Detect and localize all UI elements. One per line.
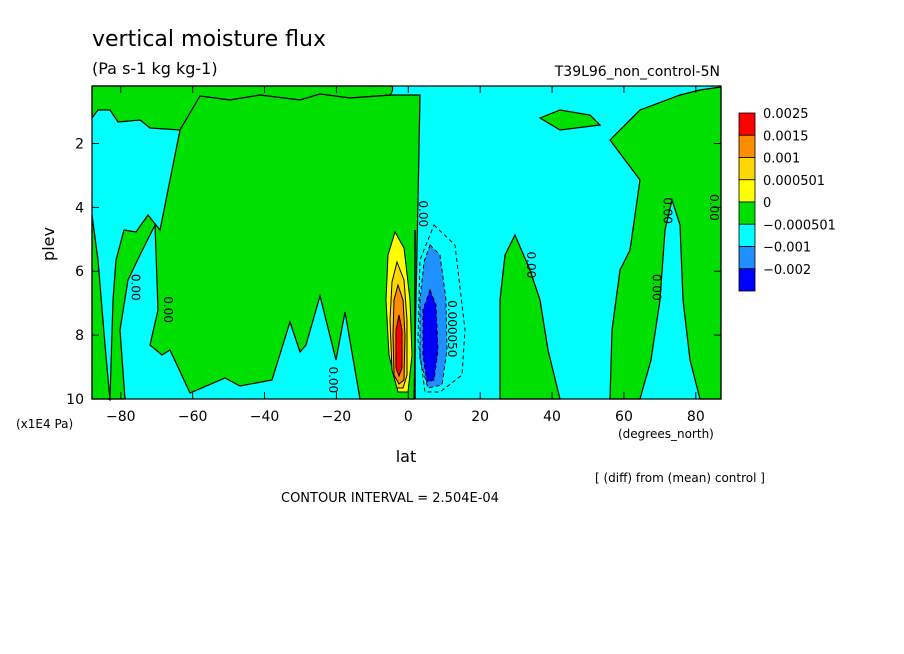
x-tick-label: 60 <box>615 409 633 425</box>
x-axis-label: lat <box>396 447 417 466</box>
positive-region-main <box>109 93 421 400</box>
contour-label: 0.00 <box>161 296 175 323</box>
diff-note: [ (diff) from (mean) control ] <box>595 471 765 485</box>
contour-label: 0.000050 <box>445 300 459 357</box>
colorbar-swatch <box>738 157 756 181</box>
colorbar-swatch <box>738 112 756 136</box>
contour-interval: CONTOUR INTERVAL = 2.504E-04 <box>281 491 499 506</box>
x-tick-label: 20 <box>471 409 489 425</box>
negative-core-contour <box>417 224 466 393</box>
y-tick-label: 10 <box>66 392 84 408</box>
colorbar-label: 0.000501 <box>763 174 825 189</box>
colorbar-swatch <box>738 134 756 158</box>
colorbar-label: 0.001 <box>763 152 800 167</box>
chart-subtitle: (Pa s-1 kg kg-1) <box>92 59 218 78</box>
contour-label: 0.00 <box>524 251 538 278</box>
colorbar-swatch <box>738 268 756 292</box>
colorbar-label: 0.0015 <box>763 129 809 144</box>
colorbar-label: −0.002 <box>763 263 811 278</box>
x-axis: −80 −60 −40 −20 0 20 40 60 80 <box>106 86 705 425</box>
y-axis: 2 4 6 8 10 <box>66 136 721 408</box>
y-tick-label: 2 <box>75 136 84 152</box>
x-tick-label: −80 <box>106 409 136 425</box>
positive-region-east <box>609 86 722 400</box>
colorbar-swatch <box>738 246 756 270</box>
plot-frame <box>91 85 722 400</box>
colorbar-swatch <box>738 201 756 225</box>
contour-label: 0.00 <box>326 366 340 393</box>
negative-core-inner <box>422 288 439 383</box>
x-axis-units: (degrees_north) <box>618 427 714 441</box>
x-tick-label: 80 <box>687 409 705 425</box>
colorbar-label: 0.0025 <box>763 107 809 122</box>
contour-labels: 0.000.000.000.000.000.000.00 0.000.000050 <box>129 194 722 393</box>
colorbar-swatch <box>738 223 756 247</box>
colorbar: 0.0025 0.0015 0.001 0.000501 0 −0.000501 −0.00… <box>738 107 836 292</box>
contour-label: 0.00 <box>650 274 664 301</box>
y-tick-label: 4 <box>75 200 84 216</box>
x-tick-label: −20 <box>322 409 352 425</box>
contour-label: 0.00 <box>416 200 430 227</box>
x-tick-label: 0 <box>404 409 413 425</box>
x-tick-label: −60 <box>178 409 208 425</box>
contour-label: 0.00 <box>660 197 674 224</box>
colorbar-swatch <box>738 179 756 203</box>
chart-title: vertical moisture flux <box>92 27 326 52</box>
run-label: T39L96_non_control-5N <box>554 64 720 80</box>
x-tick-label: 40 <box>543 409 561 425</box>
y-tick-label: 8 <box>75 328 84 344</box>
contour-label: 0.00 <box>129 274 143 301</box>
colorbar-label: 0 <box>763 196 771 211</box>
x-tick-label: −40 <box>250 409 280 425</box>
colorbar-label: −0.001 <box>763 241 811 256</box>
colorbar-label: −0.000501 <box>763 218 836 233</box>
y-tick-label: 6 <box>75 264 84 280</box>
positive-region-small <box>538 109 602 131</box>
plot-area: 0.000.000.000.000.000.000.00 0.000.000050 <box>91 85 722 402</box>
y-axis-label: plev <box>39 227 58 261</box>
y-axis-units: (x1E4 Pa) <box>16 417 73 431</box>
positive-core-peak <box>395 314 403 378</box>
